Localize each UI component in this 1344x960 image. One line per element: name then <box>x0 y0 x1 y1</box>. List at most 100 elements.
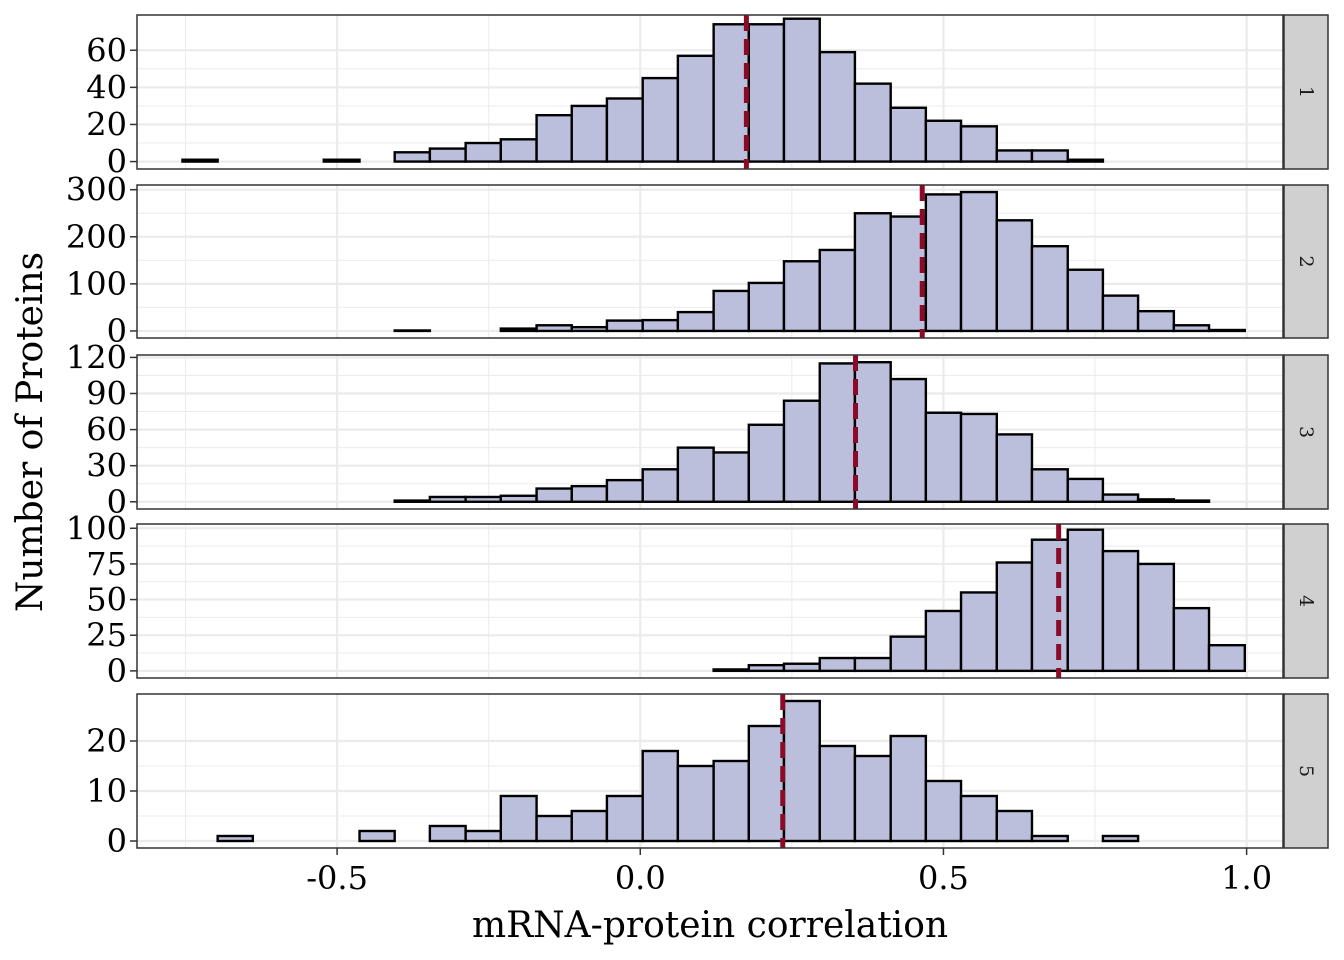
histogram-bar <box>747 23 786 163</box>
histogram-bar <box>889 734 928 843</box>
histogram-bar <box>570 325 609 333</box>
facet-strip <box>1283 523 1329 679</box>
histogram-bar <box>889 635 928 673</box>
facet-strip-label: 2 <box>1295 255 1317 267</box>
x-tick-label: 0.5 <box>918 859 969 897</box>
histogram-bar <box>1207 328 1246 333</box>
histogram-bar <box>712 451 751 503</box>
facet-panel-5: 0 10 20 5 <box>86 693 1329 860</box>
histogram-bar <box>818 248 857 333</box>
histogram-bar <box>605 794 644 843</box>
histogram-bar <box>782 399 821 503</box>
histogram-bar <box>641 468 680 503</box>
y-tick-label: 300 <box>66 171 127 209</box>
histogram-bar <box>995 809 1034 843</box>
y-tick-label: 20 <box>86 105 127 143</box>
histogram-bar <box>181 158 219 163</box>
x-tick-label: -0.5 <box>306 859 368 897</box>
histogram-bar <box>712 23 751 163</box>
histogram-bar <box>1136 498 1176 503</box>
histogram-bar <box>747 281 786 333</box>
y-tick-label: 30 <box>86 447 127 485</box>
histogram-bar <box>1172 499 1211 503</box>
y-tick-label: 120 <box>66 338 127 376</box>
histogram-bar <box>747 423 786 503</box>
histogram-bar <box>676 764 715 843</box>
histogram-bar <box>924 779 963 843</box>
facet-panels: 0204060101002003002030609012030255075100… <box>66 14 1329 860</box>
histogram-bar <box>676 54 715 163</box>
histogram-bar <box>641 76 680 163</box>
histogram-bar <box>889 377 928 503</box>
histogram-bar <box>924 609 963 673</box>
histogram-bar <box>605 478 644 503</box>
histogram-bar <box>995 219 1034 333</box>
facet-strip-label: 5 <box>1295 765 1317 777</box>
histogram-bar <box>570 809 609 843</box>
y-tick-label: 0 <box>107 652 127 690</box>
histogram-bar <box>676 310 715 333</box>
histogram-bar <box>1030 244 1069 333</box>
histogram-bar <box>499 794 538 843</box>
histogram-bar <box>535 814 573 843</box>
histogram-bar <box>818 656 857 673</box>
y-tick-label: 90 <box>86 375 127 413</box>
histogram-bar <box>570 104 609 163</box>
panel-border <box>136 693 1284 849</box>
histogram-bar <box>1066 528 1105 673</box>
histogram-bar <box>818 50 857 163</box>
histogram-bar <box>853 82 892 163</box>
histogram-bar <box>641 318 680 333</box>
histogram-bar <box>924 119 963 163</box>
histogram-bar <box>641 749 680 843</box>
histogram-bar <box>499 327 538 333</box>
histogram-bar <box>1101 493 1140 503</box>
histogram-bar <box>782 699 821 843</box>
histogram-bar <box>959 190 999 333</box>
y-tick-label: 40 <box>86 68 127 106</box>
histogram-bar <box>747 663 786 673</box>
histogram-bar <box>1066 158 1105 163</box>
histogram-bar <box>1066 268 1105 333</box>
histogram-bar <box>428 495 467 503</box>
histogram-bar <box>428 147 467 163</box>
histogram-bar <box>1030 468 1069 503</box>
histogram-bar <box>782 662 821 673</box>
histogram-bar <box>924 411 963 503</box>
histogram-bar <box>853 656 892 673</box>
y-axis-title: Number of Proteins <box>10 252 51 612</box>
panel-border <box>136 14 1284 170</box>
histogram-bar <box>1101 549 1140 673</box>
histogram-bar <box>535 324 573 333</box>
histogram-bar <box>1030 149 1069 163</box>
y-tick-label: 0 <box>107 822 127 860</box>
histogram-bar <box>464 495 503 503</box>
histogram-bar <box>1136 309 1176 333</box>
panel-border <box>136 523 1284 679</box>
histogram-bar <box>959 125 999 163</box>
histogram-bar <box>818 744 857 843</box>
histogram-bar <box>995 149 1034 163</box>
histogram-bar <box>747 724 786 843</box>
histogram-bar <box>959 412 999 503</box>
histogram-bar <box>712 668 751 673</box>
histogram-bar <box>1030 834 1069 843</box>
histogram-bar <box>1030 538 1069 673</box>
histogram-bar <box>1101 834 1140 843</box>
histogram-bar <box>959 591 999 673</box>
histogram-bar <box>605 97 644 163</box>
panel-border <box>136 354 1284 510</box>
histogram-bar <box>712 289 751 333</box>
facet-strip <box>1283 14 1329 170</box>
y-tick-label: 200 <box>66 218 127 256</box>
y-tick-label: 25 <box>86 616 127 654</box>
histogram-bar <box>1172 324 1211 333</box>
histogram-bar <box>959 794 999 843</box>
histogram-bar <box>676 446 715 503</box>
y-tick-label: 60 <box>86 411 127 449</box>
facet-strip-label: 3 <box>1295 426 1317 438</box>
facet-strip-label: 1 <box>1295 86 1317 98</box>
